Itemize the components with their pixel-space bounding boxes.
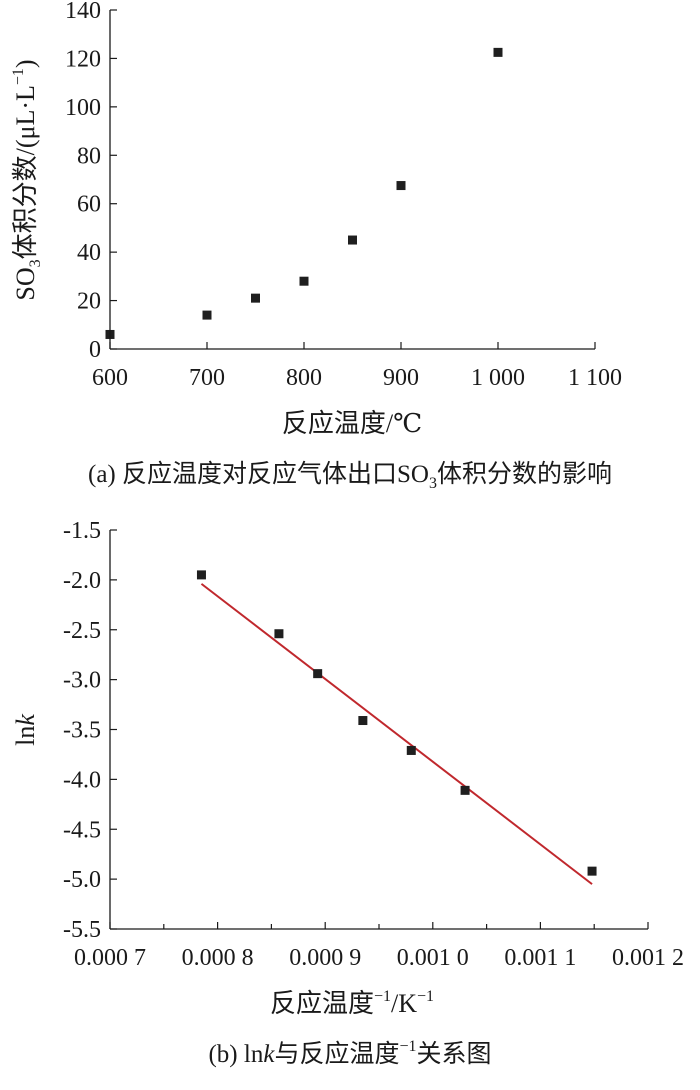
x-tick-label: 0.000 7 bbox=[74, 945, 146, 971]
x-tick-label: 0.001 0 bbox=[397, 945, 469, 971]
x-tick-label: 0.000 9 bbox=[289, 945, 361, 971]
data-point bbox=[251, 293, 260, 303]
data-point bbox=[493, 47, 503, 57]
x-tick-label: 0.001 2 bbox=[612, 945, 684, 971]
y-tick-label: -3.0 bbox=[63, 668, 101, 694]
y-tick-label: -2.5 bbox=[63, 618, 101, 644]
x-tick-label: 1 100 bbox=[568, 365, 622, 391]
chart-b-x-axis-title: 反应温度−1/K−1 bbox=[270, 988, 434, 1018]
chart-a-so3-vs-temperature: 0 20 40 60 80 100 120 140 600 700 800 900 1 000 1 100… bbox=[10, 0, 622, 492]
data-point bbox=[274, 629, 284, 639]
chart-b-caption: (b) lnk与反应温度−1关系图 bbox=[208, 1038, 491, 1068]
chart-a-y-axis-title: SO3体积分数/(μL·L−1) bbox=[10, 59, 44, 300]
y-tick-label: -2.0 bbox=[63, 568, 101, 594]
x-tick-label: 0.000 8 bbox=[182, 945, 254, 971]
chart-a-points bbox=[105, 47, 503, 339]
x-tick-label: 800 bbox=[286, 365, 322, 391]
chart-b-ticks: -1.5-2.0-2.5-3.0-3.5-4.0-4.5-5.0-5.50.00… bbox=[63, 518, 684, 971]
x-tick-label: 900 bbox=[383, 365, 419, 391]
chart-a-caption: (a) 反应温度对反应气体出口SO3体积分数的影响 bbox=[88, 460, 612, 492]
x-tick-label: 600 bbox=[92, 365, 128, 391]
y-tick-label: 60 bbox=[77, 192, 101, 218]
y-tick-label: 40 bbox=[77, 240, 101, 266]
data-point bbox=[358, 716, 368, 726]
x-tick-label: 0.001 1 bbox=[504, 945, 576, 971]
chart-b-y-axis-title: lnk bbox=[11, 714, 40, 746]
y-tick-label: -4.0 bbox=[63, 767, 101, 793]
chart-a-x-axis-title: 反应温度/℃ bbox=[282, 409, 422, 438]
x-tick-label: 1 000 bbox=[471, 365, 525, 391]
chart-b-fit-line bbox=[200, 583, 593, 885]
data-point bbox=[313, 669, 323, 679]
chart-b-points bbox=[196, 570, 597, 876]
data-point bbox=[460, 785, 470, 795]
data-point bbox=[202, 310, 212, 320]
x-tick-label: 700 bbox=[189, 365, 225, 391]
data-point bbox=[196, 570, 206, 580]
y-tick-label: 80 bbox=[77, 143, 101, 169]
y-tick-label: 100 bbox=[65, 95, 101, 121]
y-tick-label: 0 bbox=[89, 337, 101, 363]
data-point bbox=[587, 866, 597, 876]
y-tick-label: -3.5 bbox=[63, 718, 101, 744]
data-point bbox=[396, 181, 406, 191]
chart-b-lnk-vs-inverse-temperature: -1.5-2.0-2.5-3.0-3.5-4.0-4.5-5.0-5.50.00… bbox=[11, 518, 684, 1068]
chart-a-ticks: 0 20 40 60 80 100 120 140 600 700 800 900 1 000 1 100 bbox=[65, 0, 622, 391]
data-point bbox=[348, 235, 357, 245]
y-tick-label: -4.5 bbox=[63, 817, 101, 843]
y-tick-label: 140 bbox=[65, 0, 101, 24]
y-tick-label: -5.5 bbox=[63, 917, 101, 943]
y-tick-label: 120 bbox=[65, 46, 101, 72]
data-point bbox=[406, 745, 416, 755]
y-tick-label: -1.5 bbox=[63, 518, 101, 544]
data-point bbox=[299, 276, 309, 286]
y-tick-label: 20 bbox=[77, 289, 101, 315]
y-tick-label: -5.0 bbox=[63, 867, 101, 893]
